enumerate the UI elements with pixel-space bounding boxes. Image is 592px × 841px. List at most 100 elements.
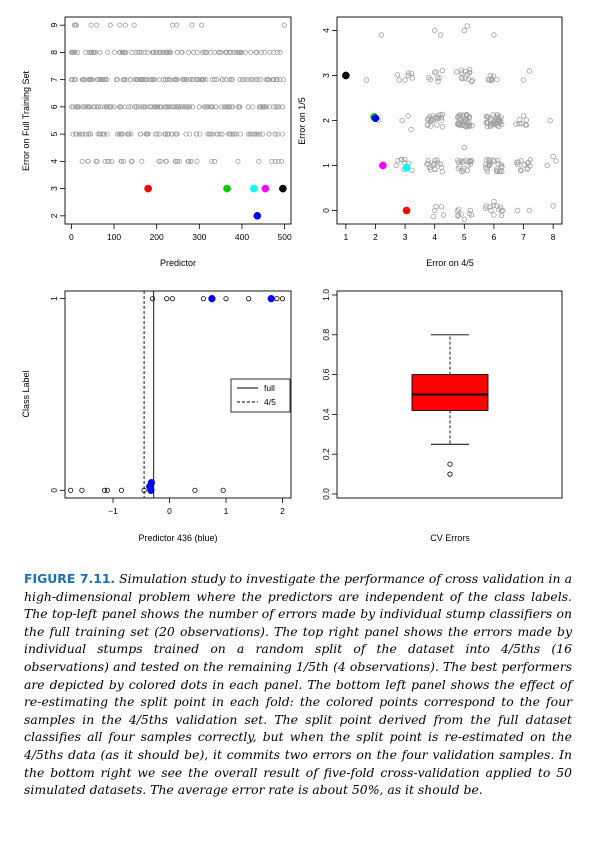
data-point — [455, 206, 462, 212]
data-point — [252, 131, 258, 137]
data-point — [122, 22, 128, 28]
data-point — [149, 296, 156, 302]
highlighted-point — [261, 184, 270, 193]
data-point — [166, 104, 172, 110]
data-point — [79, 131, 85, 137]
data-point — [271, 104, 277, 110]
data-point — [432, 157, 438, 164]
data-point — [491, 117, 498, 124]
data-point — [121, 77, 127, 83]
data-point — [494, 76, 500, 83]
data-point — [219, 77, 225, 83]
data-point — [104, 487, 110, 493]
blue-point — [267, 295, 275, 303]
caption-label: FIGURE 7.11. — [24, 571, 116, 586]
data-point — [242, 77, 248, 83]
data-point — [424, 122, 431, 128]
data-point — [280, 77, 286, 83]
y-tick-label: 0.0 — [321, 488, 331, 500]
data-point — [85, 158, 91, 164]
data-point — [434, 122, 440, 128]
data-point — [125, 131, 131, 137]
data-point — [121, 49, 127, 55]
data-point — [129, 49, 135, 55]
data-point — [435, 115, 442, 121]
data-point — [111, 49, 117, 55]
tl-ticks: 0 100 200 300 400 500 2 3 4 5 6 7 8 9 — [49, 23, 292, 242]
bl-ticks: −1 0 1 2 0 1 — [49, 296, 285, 516]
data-point — [174, 49, 180, 55]
data-point — [139, 77, 145, 83]
data-point — [81, 104, 87, 110]
data-point — [500, 207, 506, 214]
data-point — [455, 212, 462, 218]
data-point — [517, 167, 524, 173]
legend-box — [230, 378, 291, 413]
data-point — [405, 72, 411, 79]
y-tick-label: 3 — [49, 186, 59, 191]
data-point — [169, 22, 175, 28]
data-point — [469, 77, 476, 84]
data-point — [164, 49, 170, 55]
data-point — [469, 123, 475, 129]
y-tick-label: 8 — [49, 50, 59, 55]
data-point — [152, 104, 158, 110]
data-point — [456, 121, 462, 128]
data-point — [140, 77, 146, 83]
figure-caption: FIGURE 7.11. Simulation study to investig… — [24, 570, 572, 799]
data-point — [100, 77, 106, 83]
data-point — [209, 104, 215, 110]
data-point — [222, 49, 228, 55]
y-axis-label: Error on 1/5 — [297, 97, 307, 145]
data-point — [197, 131, 203, 137]
data-point — [228, 49, 234, 55]
data-point — [433, 114, 439, 121]
data-point — [437, 161, 443, 167]
data-point — [114, 77, 120, 83]
x-tick-label: 100 — [107, 232, 121, 242]
y-tick-label: 1 — [321, 163, 331, 168]
y-tick-label: 0.2 — [321, 448, 331, 460]
data-point — [142, 104, 148, 110]
data-point — [162, 131, 168, 137]
data-point — [69, 77, 75, 83]
data-point — [193, 77, 199, 83]
data-point — [553, 158, 559, 164]
data-point — [97, 49, 103, 55]
data-point — [156, 77, 162, 83]
tl-points — [68, 22, 287, 220]
x-tick-label: 4 — [432, 232, 437, 242]
data-point — [133, 49, 139, 55]
data-point — [461, 216, 468, 223]
data-point — [144, 131, 150, 137]
data-point — [466, 159, 472, 165]
data-point — [257, 131, 263, 137]
data-point — [487, 123, 494, 129]
blue-point — [147, 479, 156, 487]
x-tick-label: 0 — [167, 506, 172, 516]
data-point — [464, 71, 471, 78]
data-point — [194, 49, 200, 55]
data-point — [153, 49, 159, 55]
data-point — [521, 162, 527, 168]
data-point — [188, 158, 194, 164]
data-point — [276, 104, 282, 110]
data-point — [196, 104, 202, 110]
data-point — [494, 203, 500, 209]
data-point — [248, 49, 254, 55]
data-point — [527, 163, 533, 169]
data-point — [491, 212, 497, 218]
data-point — [226, 49, 232, 55]
data-point — [217, 131, 223, 137]
data-point — [438, 115, 445, 121]
data-point — [280, 131, 286, 137]
data-point — [461, 27, 468, 34]
data-point — [248, 77, 254, 83]
data-point — [194, 131, 200, 137]
data-point — [487, 72, 493, 79]
data-point — [127, 77, 133, 83]
data-point — [103, 104, 109, 110]
data-point — [483, 203, 489, 209]
data-point — [487, 159, 493, 165]
data-point — [550, 153, 556, 160]
